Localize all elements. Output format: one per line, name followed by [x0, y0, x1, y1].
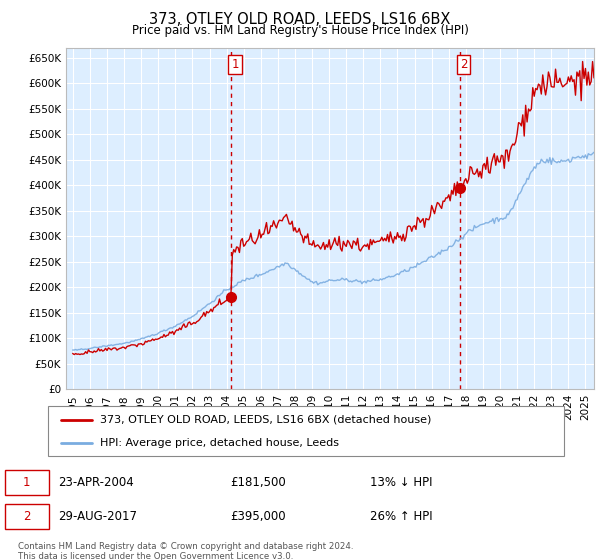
Text: 13% ↓ HPI: 13% ↓ HPI [370, 476, 433, 489]
FancyBboxPatch shape [5, 503, 49, 529]
Text: 373, OTLEY OLD ROAD, LEEDS, LS16 6BX: 373, OTLEY OLD ROAD, LEEDS, LS16 6BX [149, 12, 451, 27]
Text: £181,500: £181,500 [230, 476, 286, 489]
Text: 23-APR-2004: 23-APR-2004 [58, 476, 134, 489]
FancyBboxPatch shape [48, 406, 564, 456]
Text: 29-AUG-2017: 29-AUG-2017 [58, 510, 137, 523]
Text: Price paid vs. HM Land Registry's House Price Index (HPI): Price paid vs. HM Land Registry's House … [131, 24, 469, 36]
FancyBboxPatch shape [5, 469, 49, 495]
Text: 373, OTLEY OLD ROAD, LEEDS, LS16 6BX (detached house): 373, OTLEY OLD ROAD, LEEDS, LS16 6BX (de… [100, 414, 431, 424]
Text: 2: 2 [460, 58, 467, 71]
Text: 26% ↑ HPI: 26% ↑ HPI [370, 510, 433, 523]
Text: 1: 1 [23, 476, 31, 489]
Text: 1: 1 [232, 58, 239, 71]
Text: HPI: Average price, detached house, Leeds: HPI: Average price, detached house, Leed… [100, 438, 338, 448]
Text: 2: 2 [23, 510, 31, 523]
Text: £395,000: £395,000 [230, 510, 286, 523]
Text: Contains HM Land Registry data © Crown copyright and database right 2024.
This d: Contains HM Land Registry data © Crown c… [18, 542, 353, 560]
